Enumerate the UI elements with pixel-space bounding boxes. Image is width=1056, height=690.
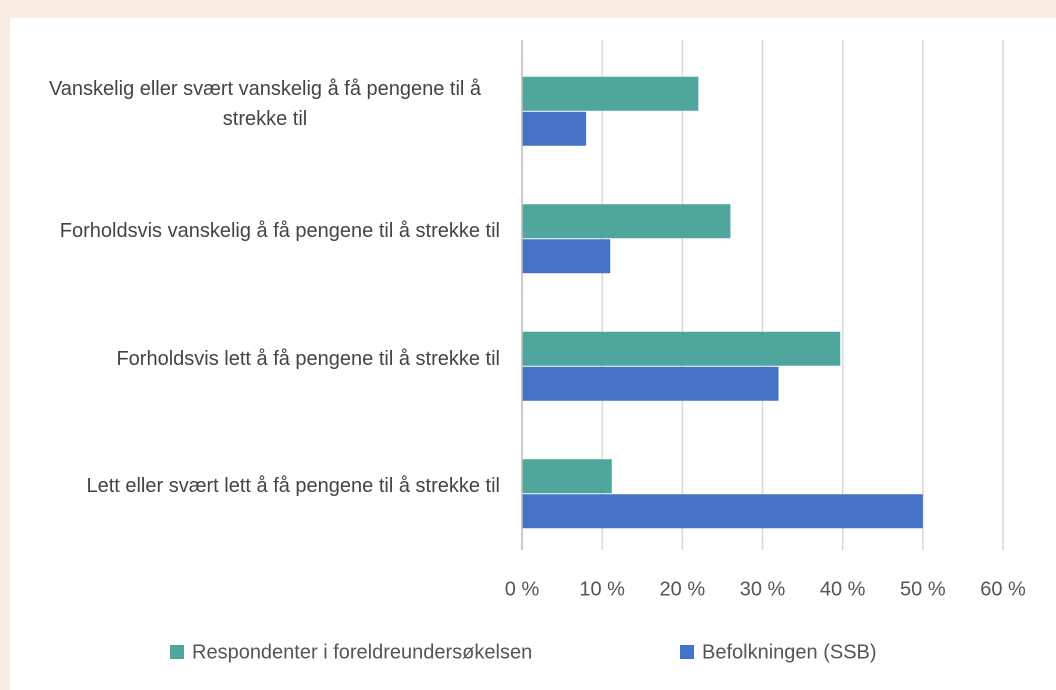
legend-swatch xyxy=(680,645,694,659)
bar xyxy=(522,111,587,146)
bar xyxy=(522,331,841,366)
x-tick-label: 60 % xyxy=(980,578,1026,600)
category-text: Lett eller svært lett å få pengene til å… xyxy=(86,475,500,498)
x-tick-label: 20 % xyxy=(660,578,706,600)
legend-swatch xyxy=(170,645,184,659)
legend-label: Respondenter i foreldreundersøkelsen xyxy=(192,641,532,663)
category-label: Lett eller svært lett å få pengene til å… xyxy=(0,471,500,501)
x-tick-label: 0 % xyxy=(505,578,540,600)
bar xyxy=(522,204,731,239)
x-tick-label: 40 % xyxy=(820,578,866,600)
x-tick-label: 30 % xyxy=(740,578,786,600)
bar xyxy=(522,459,612,494)
bar xyxy=(522,366,779,401)
x-tick-label: 50 % xyxy=(900,578,946,600)
bar xyxy=(522,76,699,111)
x-tick-label: 10 % xyxy=(579,578,625,600)
legend-label: Befolkningen (SSB) xyxy=(702,641,877,663)
category-label: Vanskelig eller svært vanskelig å få pen… xyxy=(0,74,500,134)
bar xyxy=(522,239,611,274)
category-text: Forholdsvis vanskelig å få pengene til å… xyxy=(59,220,500,243)
bar xyxy=(522,494,923,529)
category-text: Forholdsvis lett å få pengene til å stre… xyxy=(116,347,500,370)
category-label: Forholdsvis vanskelig å få pengene til å… xyxy=(0,216,500,246)
category-text: Vanskelig eller svært vanskelig å få pen… xyxy=(48,77,482,130)
category-label: Forholdsvis lett å få pengene til å stre… xyxy=(0,344,500,374)
